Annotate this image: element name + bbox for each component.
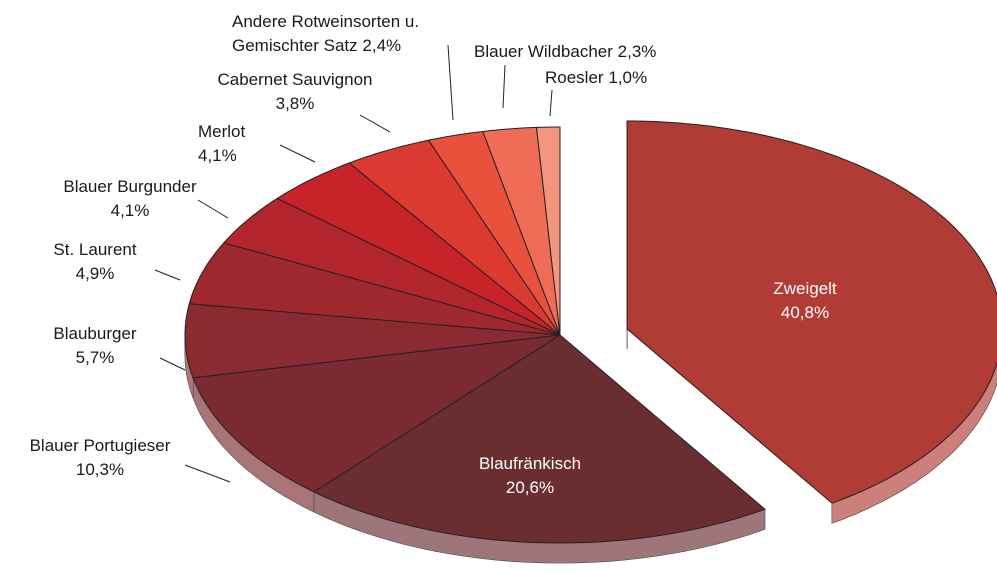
slice-side-shade xyxy=(313,491,765,563)
slice-side-shade xyxy=(832,363,997,524)
slice-label: Blauer Portugieser 10,3% xyxy=(0,434,200,482)
slice xyxy=(312,334,766,544)
leader-line xyxy=(279,144,316,163)
slice-label: Blauburger 5,7% xyxy=(30,322,160,370)
value-label: 20,6% xyxy=(505,478,555,497)
slice-label: Blauer Wildbacher 2,3% xyxy=(474,40,694,64)
category-name: St. Laurent xyxy=(53,240,137,259)
slice xyxy=(276,162,561,336)
leader-line xyxy=(197,199,229,219)
leader-line xyxy=(502,64,506,109)
slice xyxy=(188,242,561,336)
value-label: 4,1% xyxy=(110,201,150,220)
value-label: 4,9% xyxy=(75,264,115,283)
slice-label: Andere Rotweinsorten u. Gemischter Satz … xyxy=(232,10,457,58)
value-label: 40,8% xyxy=(780,303,830,322)
slice xyxy=(222,197,561,336)
leader-line xyxy=(159,357,186,371)
slice-label: Roesler 1,0% xyxy=(545,66,695,90)
value-label: 1,0% xyxy=(608,68,648,87)
category-name: Andere Rotweinsorten u. Gemischter Satz xyxy=(232,12,420,55)
slice xyxy=(535,126,561,336)
leader-line xyxy=(154,269,181,281)
value-label: 10,3% xyxy=(75,460,125,479)
category-name: Cabernet Sauvignon xyxy=(217,70,373,89)
slice-label: Cabernet Sauvignon 3,8% xyxy=(195,68,395,116)
leader-line xyxy=(549,89,553,117)
slice xyxy=(348,139,561,336)
value-label: 3,8% xyxy=(275,94,315,113)
slice-label: Blauer Burgunder 4,1% xyxy=(40,175,220,223)
leader-line xyxy=(184,464,231,483)
slice xyxy=(482,126,561,336)
slice-side-shade xyxy=(193,377,314,512)
slice xyxy=(192,334,561,493)
category-name: Blauburger xyxy=(53,324,137,343)
category-name: Blaufränkisch xyxy=(478,454,582,473)
category-name: Merlot xyxy=(198,122,246,141)
category-name: Blauer Portugieser xyxy=(29,436,171,455)
slice-label: Zweigelt 40,8% xyxy=(740,277,870,325)
value-label: 2,4% xyxy=(362,36,402,55)
category-name: Zweigelt xyxy=(773,279,837,298)
category-name: Blauer Wildbacher xyxy=(474,42,613,61)
slice xyxy=(184,303,561,379)
slice-label: St. Laurent 4,9% xyxy=(30,238,160,286)
slice-label: Blaufränkisch 20,6% xyxy=(465,452,595,500)
category-name: Blauer Burgunder xyxy=(63,177,197,196)
value-label: 4,1% xyxy=(198,146,237,165)
slice xyxy=(626,120,997,504)
leader-line xyxy=(359,114,391,133)
value-label: 2,3% xyxy=(617,42,657,61)
value-label: 5,7% xyxy=(75,348,115,367)
slice xyxy=(427,130,561,336)
leader-line xyxy=(447,44,454,121)
slice-label: Merlot 4,1% xyxy=(198,120,298,168)
category-name: Roesler xyxy=(545,68,604,87)
